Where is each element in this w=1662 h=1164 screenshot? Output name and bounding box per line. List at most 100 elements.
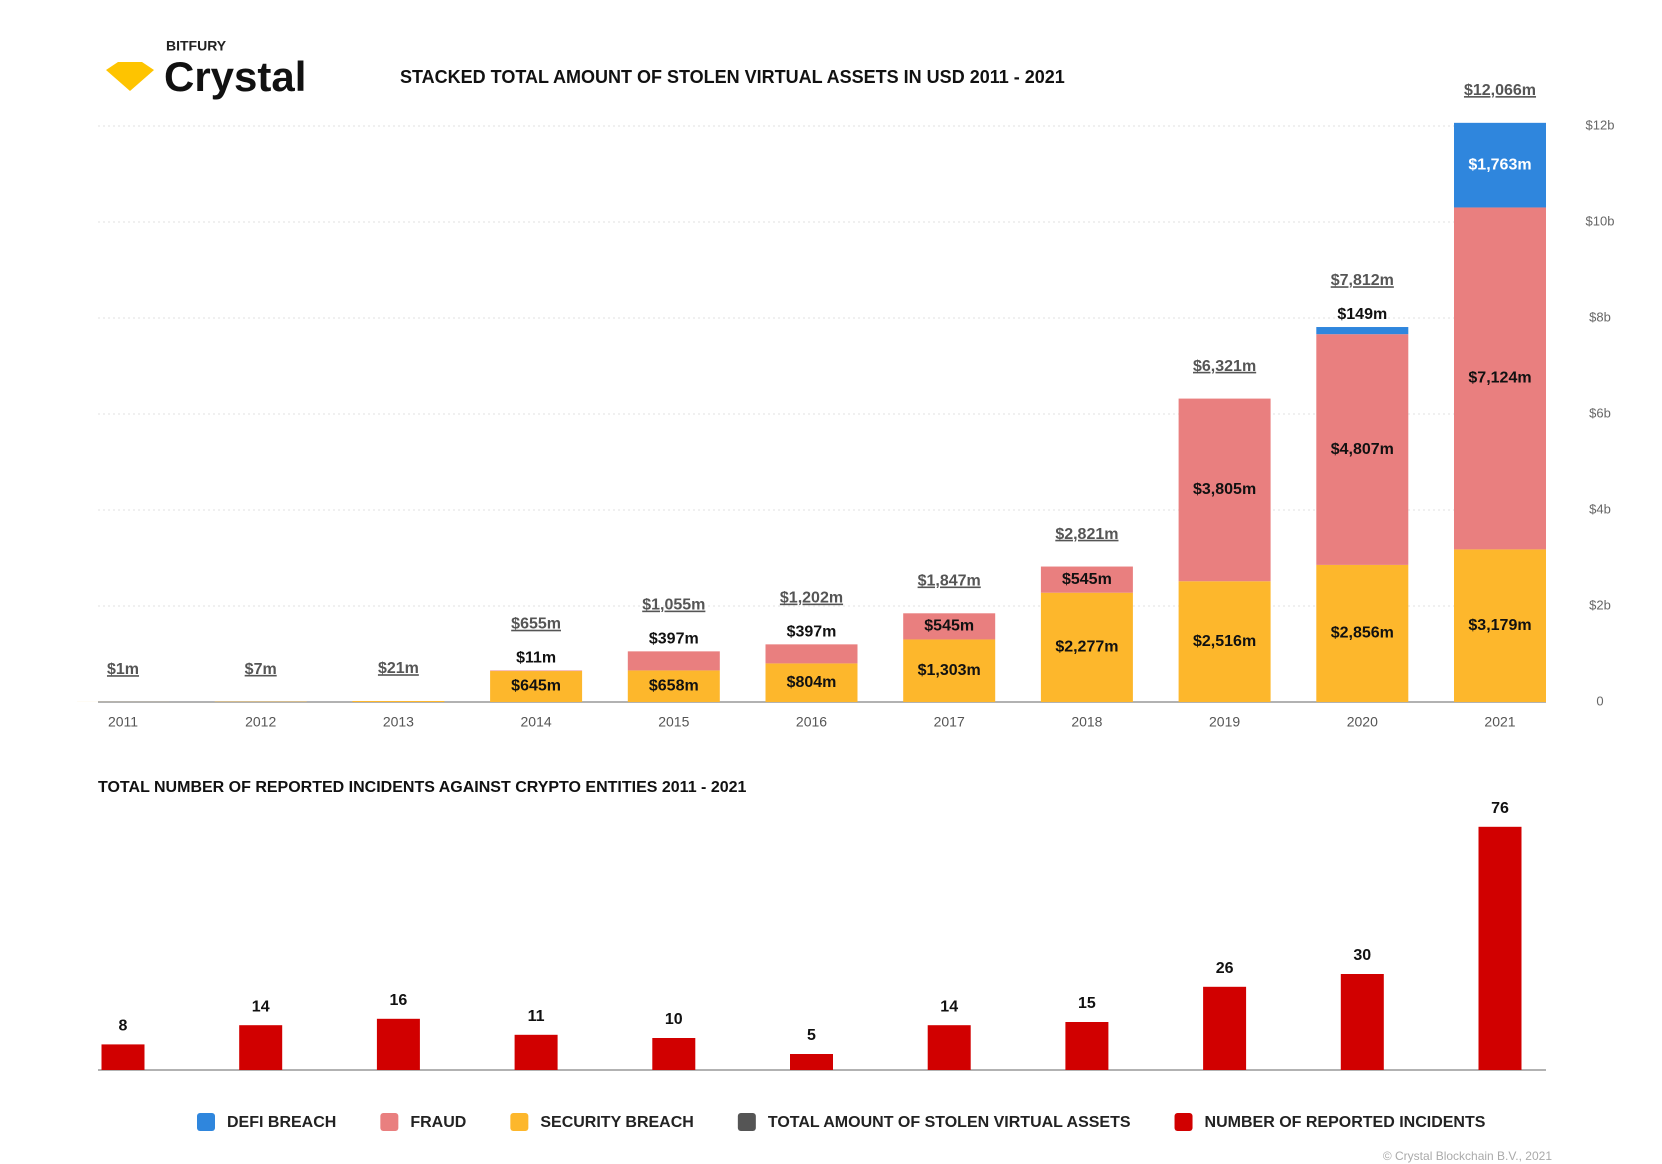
- data-label: $2,856m: [1331, 625, 1394, 642]
- data-label: $804m: [787, 674, 837, 691]
- x-tick-label: 2017: [934, 714, 965, 730]
- bar: [1065, 1022, 1109, 1070]
- x-tick-label: 2016: [796, 714, 827, 730]
- y-tick-label: 0: [1596, 693, 1603, 708]
- y-tick-label: $4b: [1589, 501, 1611, 516]
- data-label: $149m: [1337, 306, 1387, 323]
- legend-label: SECURITY BREACH: [540, 1114, 694, 1131]
- legend-swatch: [197, 1113, 215, 1131]
- data-label: $658m: [649, 677, 699, 694]
- bar-segment: [1040, 592, 1133, 702]
- legend-swatch: [510, 1113, 529, 1131]
- data-label: 8: [119, 1018, 128, 1035]
- data-label: $1,303m: [918, 662, 981, 679]
- total-label: $7,812m: [1331, 272, 1394, 289]
- data-label: $1,763m: [1468, 156, 1531, 173]
- bar: [927, 1025, 971, 1070]
- total-label: $1m: [107, 661, 139, 678]
- bar-segment: [1316, 334, 1409, 565]
- bar-segment: [490, 671, 583, 702]
- bar-segment: [490, 670, 583, 672]
- bar-segment: [627, 651, 720, 671]
- data-label: 16: [390, 992, 408, 1009]
- data-label: $545m: [1062, 571, 1112, 588]
- data-label: 14: [940, 998, 958, 1015]
- data-label: $397m: [787, 624, 837, 641]
- y-tick-label: $2b: [1589, 597, 1611, 612]
- data-label: 15: [1078, 995, 1096, 1012]
- data-label: $11m: [516, 650, 556, 667]
- bar-segment: [1454, 122, 1546, 208]
- y-tick-label: $8b: [1589, 309, 1611, 324]
- logo-icon: [106, 62, 154, 91]
- footer: © Crystal Blockchain B.V., 2021: [1383, 1149, 1552, 1163]
- bar: [1203, 986, 1247, 1070]
- total-label: $2,821m: [1055, 526, 1118, 543]
- bar: [514, 1034, 558, 1070]
- data-label: 11: [528, 1008, 545, 1025]
- bar: [1478, 826, 1522, 1070]
- x-tick-label: 2011: [108, 714, 138, 730]
- data-label: 10: [665, 1011, 683, 1028]
- total-label: $6,321m: [1193, 358, 1256, 375]
- data-label: $3,179m: [1468, 617, 1531, 634]
- legend-label: FRAUD: [410, 1114, 466, 1131]
- legend-label: TOTAL AMOUNT OF STOLEN VIRTUAL ASSETS: [768, 1114, 1131, 1131]
- legend-label: DEFI BREACH: [227, 1114, 336, 1131]
- legend-swatch: [380, 1113, 399, 1131]
- data-label: $645m: [511, 678, 561, 695]
- total-label: $7m: [245, 661, 277, 678]
- bar-segment: [765, 663, 858, 702]
- chart-title: TOTAL NUMBER OF REPORTED INCIDENTS AGAIN…: [98, 779, 747, 796]
- total-label: $1,847m: [918, 573, 981, 590]
- data-label: $545m: [924, 618, 974, 635]
- bar: [790, 1054, 833, 1070]
- data-label: 5: [807, 1027, 816, 1044]
- total-label: $21m: [378, 660, 419, 677]
- legend-swatch: [737, 1113, 756, 1131]
- data-label: $4,807m: [1331, 441, 1394, 458]
- data-label: 30: [1353, 947, 1371, 964]
- data-label: 76: [1491, 800, 1509, 817]
- legend-label: NUMBER OF REPORTED INCIDENTS: [1205, 1114, 1486, 1131]
- bar-segment: [1316, 564, 1409, 702]
- legend-swatch: [1174, 1113, 1193, 1131]
- bar: [239, 1025, 283, 1070]
- bar-segment: [1040, 566, 1133, 593]
- y-tick-label: $12b: [1586, 117, 1615, 132]
- bar-segment: [903, 639, 996, 702]
- logo: Crystal: [164, 53, 306, 100]
- bar-segment: [352, 700, 445, 702]
- x-tick-label: 2013: [383, 714, 414, 730]
- x-tick-label: 2015: [658, 714, 689, 730]
- chart-title: STACKED TOTAL AMOUNT OF STOLEN VIRTUAL A…: [400, 67, 1065, 87]
- bar-segment: [1178, 398, 1271, 582]
- data-label: $397m: [649, 631, 699, 648]
- bar: [1340, 974, 1384, 1070]
- brand: BITFURY: [166, 38, 227, 54]
- total-label: $1,202m: [780, 590, 843, 607]
- data-label: 14: [252, 998, 270, 1015]
- x-tick-label: 2018: [1071, 714, 1102, 730]
- total-label: $12,066m: [1464, 82, 1536, 99]
- y-tick-label: $6b: [1589, 405, 1611, 420]
- total-label: $1,055m: [642, 597, 705, 614]
- x-tick-label: 2019: [1209, 714, 1240, 730]
- x-tick-label: 2021: [1484, 714, 1515, 730]
- bar-segment: [1454, 549, 1546, 702]
- bar-segment: [1178, 581, 1271, 702]
- bar-segment: [903, 613, 996, 640]
- bar: [101, 1044, 145, 1070]
- bar-segment: [765, 644, 858, 664]
- y-tick-label: $10b: [1586, 213, 1615, 228]
- bar-segment: [1316, 327, 1409, 335]
- x-tick-label: 2012: [245, 714, 276, 730]
- bar-segment: [627, 670, 720, 702]
- data-label: $2,277m: [1055, 639, 1118, 656]
- data-label: $2,516m: [1193, 633, 1256, 650]
- x-tick-label: 2020: [1347, 714, 1378, 730]
- bar-segment: [1454, 207, 1546, 550]
- bar: [652, 1038, 696, 1070]
- data-label: $3,805m: [1193, 481, 1256, 498]
